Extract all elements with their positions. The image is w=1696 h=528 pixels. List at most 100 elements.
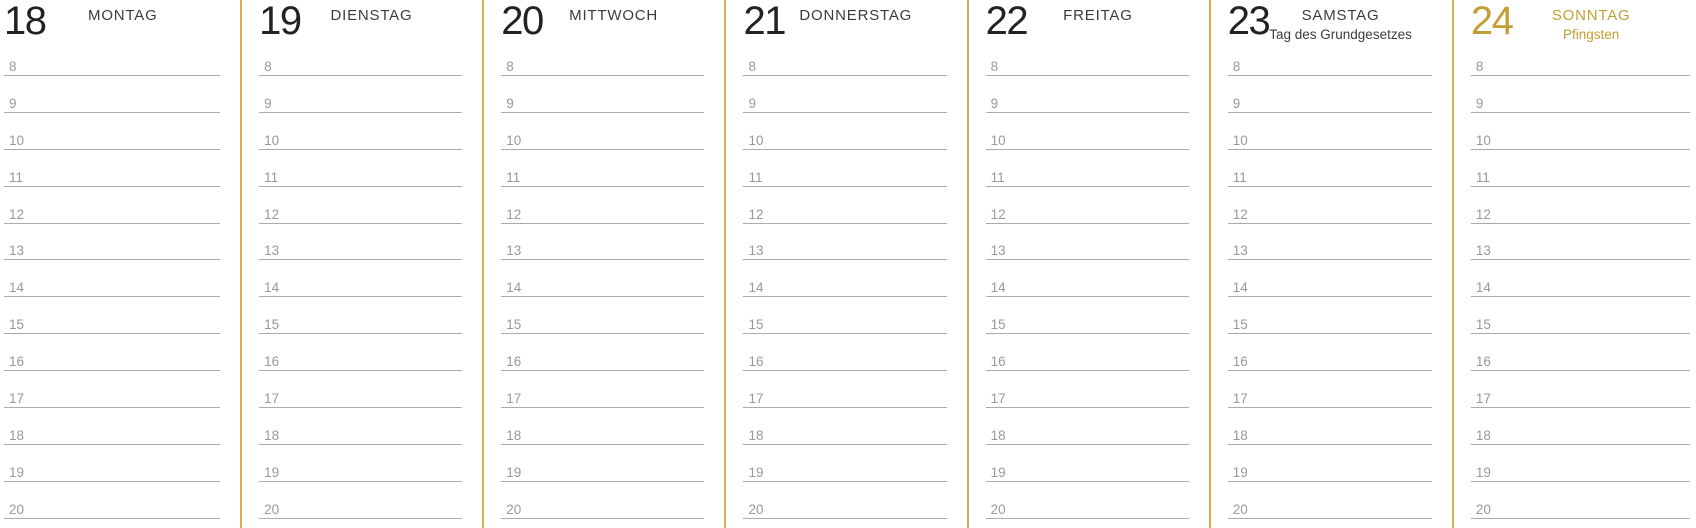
hour-slot[interactable]: 18 bbox=[1470, 408, 1690, 445]
hour-slot[interactable]: 13 bbox=[4, 224, 221, 261]
hour-label: 10 bbox=[1232, 132, 1248, 148]
hour-slot[interactable]: 10 bbox=[985, 113, 1189, 150]
hour-slot[interactable]: 10 bbox=[743, 113, 947, 150]
hour-label: 20 bbox=[264, 501, 280, 517]
hour-slot[interactable]: 12 bbox=[1227, 187, 1432, 224]
hour-slot[interactable]: 14 bbox=[1227, 260, 1432, 298]
hour-slot[interactable]: 10 bbox=[259, 113, 463, 150]
hour-slot[interactable]: 8 bbox=[743, 39, 947, 76]
hour-slot[interactable]: 8 bbox=[259, 39, 463, 76]
hour-slot[interactable]: 20 bbox=[4, 482, 221, 519]
hour-slot[interactable]: 12 bbox=[4, 187, 221, 224]
hour-slot[interactable]: 13 bbox=[743, 224, 947, 261]
hour-slot[interactable]: 14 bbox=[1470, 260, 1690, 298]
hour-slot[interactable]: 14 bbox=[743, 260, 947, 298]
hour-slot[interactable]: 20 bbox=[1227, 482, 1432, 519]
hour-slot[interactable]: 12 bbox=[1470, 187, 1690, 224]
hour-slot[interactable]: 18 bbox=[743, 408, 947, 445]
hour-slot[interactable]: 13 bbox=[259, 224, 463, 261]
hour-slot[interactable]: 10 bbox=[4, 113, 221, 150]
hour-slot[interactable]: 12 bbox=[985, 187, 1189, 224]
hour-slot[interactable]: 15 bbox=[1470, 297, 1690, 335]
hour-slot[interactable]: 16 bbox=[4, 334, 221, 372]
hour-slot[interactable]: 9 bbox=[1227, 76, 1432, 113]
hour-slot[interactable]: 14 bbox=[501, 260, 705, 298]
hour-slot[interactable]: 18 bbox=[501, 408, 705, 445]
hour-slot[interactable]: 19 bbox=[501, 445, 705, 482]
day-title-block: MITTWOCH bbox=[543, 2, 705, 24]
hour-slot[interactable]: 14 bbox=[4, 260, 221, 298]
hour-slot[interactable]: 14 bbox=[259, 260, 463, 298]
hour-slot[interactable]: 20 bbox=[501, 482, 705, 519]
hour-slot[interactable]: 15 bbox=[985, 297, 1189, 335]
hour-slot[interactable]: 8 bbox=[985, 39, 1189, 76]
hour-slot[interactable]: 9 bbox=[985, 76, 1189, 113]
hour-slot[interactable]: 16 bbox=[501, 334, 705, 372]
hour-slot[interactable]: 11 bbox=[259, 150, 463, 187]
hour-slot[interactable]: 9 bbox=[4, 76, 221, 113]
hour-label: 16 bbox=[506, 354, 522, 370]
hour-slot[interactable]: 17 bbox=[501, 371, 705, 409]
hour-slot[interactable]: 18 bbox=[985, 408, 1189, 445]
hour-slot[interactable]: 12 bbox=[259, 187, 463, 224]
hour-slot[interactable]: 17 bbox=[1470, 371, 1690, 409]
hour-slot[interactable]: 8 bbox=[1470, 39, 1690, 76]
hour-slot[interactable]: 18 bbox=[1227, 408, 1432, 445]
hour-slot[interactable]: 9 bbox=[1470, 76, 1690, 113]
hour-slot[interactable]: 10 bbox=[501, 113, 705, 150]
hour-label: 18 bbox=[990, 427, 1006, 443]
hour-slot[interactable]: 9 bbox=[259, 76, 463, 113]
hour-slot[interactable]: 19 bbox=[1227, 445, 1432, 482]
hour-slot[interactable]: 16 bbox=[985, 334, 1189, 372]
hour-slot[interactable]: 12 bbox=[743, 187, 947, 224]
hour-label: 13 bbox=[990, 243, 1006, 259]
hour-slot[interactable]: 10 bbox=[1470, 113, 1690, 150]
hour-slot[interactable]: 11 bbox=[1470, 150, 1690, 187]
hour-label: 18 bbox=[264, 427, 280, 443]
hour-slot[interactable]: 20 bbox=[1470, 482, 1690, 519]
hour-slot[interactable]: 15 bbox=[743, 297, 947, 335]
hour-slot[interactable]: 15 bbox=[4, 297, 221, 335]
hour-slot[interactable]: 19 bbox=[1470, 445, 1690, 482]
hour-slot[interactable]: 18 bbox=[259, 408, 463, 445]
hour-slot[interactable]: 14 bbox=[985, 260, 1189, 298]
hour-slot[interactable]: 16 bbox=[743, 334, 947, 372]
hour-slot[interactable]: 16 bbox=[1227, 334, 1432, 372]
hour-slot[interactable]: 11 bbox=[4, 150, 221, 187]
hour-slot[interactable]: 20 bbox=[743, 482, 947, 519]
hour-slot[interactable]: 15 bbox=[1227, 297, 1432, 335]
hour-slot[interactable]: 16 bbox=[1470, 334, 1690, 372]
hour-slot[interactable]: 16 bbox=[259, 334, 463, 372]
hour-slot[interactable]: 11 bbox=[743, 150, 947, 187]
hour-slot[interactable]: 20 bbox=[985, 482, 1189, 519]
hour-slot[interactable]: 13 bbox=[985, 224, 1189, 261]
hour-slot[interactable]: 19 bbox=[4, 445, 221, 482]
hour-slot[interactable]: 11 bbox=[501, 150, 705, 187]
hour-slot[interactable]: 13 bbox=[1227, 224, 1432, 261]
hour-slot[interactable]: 17 bbox=[1227, 371, 1432, 409]
hour-slot[interactable]: 11 bbox=[985, 150, 1189, 187]
hour-slot[interactable]: 17 bbox=[259, 371, 463, 409]
hour-slot[interactable]: 8 bbox=[1227, 39, 1432, 76]
hour-slot[interactable]: 18 bbox=[4, 408, 221, 445]
hour-slot[interactable]: 11 bbox=[1227, 150, 1432, 187]
hour-slot[interactable]: 9 bbox=[743, 76, 947, 113]
hour-slot[interactable]: 15 bbox=[259, 297, 463, 335]
hour-slot[interactable]: 8 bbox=[4, 39, 221, 76]
day-number: 21 bbox=[743, 0, 786, 43]
hour-slot[interactable]: 15 bbox=[501, 297, 705, 335]
hour-slot[interactable]: 19 bbox=[259, 445, 463, 482]
hour-slot[interactable]: 8 bbox=[501, 39, 705, 76]
day-header: 18 MONTAG bbox=[4, 0, 220, 41]
hour-slot[interactable]: 19 bbox=[743, 445, 947, 482]
hour-slot[interactable]: 17 bbox=[743, 371, 947, 409]
hour-slot[interactable]: 20 bbox=[259, 482, 463, 519]
hour-slot[interactable]: 17 bbox=[985, 371, 1189, 409]
hour-slot[interactable]: 19 bbox=[985, 445, 1189, 482]
hour-slot[interactable]: 13 bbox=[1470, 224, 1690, 261]
hour-slot[interactable]: 10 bbox=[1227, 113, 1432, 150]
hour-slot[interactable]: 17 bbox=[4, 371, 221, 409]
hour-slot[interactable]: 12 bbox=[501, 187, 705, 224]
hour-slot[interactable]: 13 bbox=[501, 224, 705, 261]
hour-slot[interactable]: 9 bbox=[501, 76, 705, 113]
